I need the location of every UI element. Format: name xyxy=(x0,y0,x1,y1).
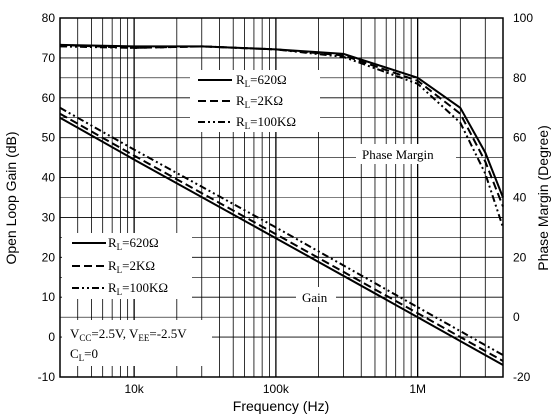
y2-tick-label-6: 100 xyxy=(513,11,533,25)
gain-legend-label-100k: RL=100KΩ xyxy=(108,280,168,297)
phase-legend-label-2k: RL=2KΩ xyxy=(236,93,283,110)
phase-legend: RL=620Ω RL=2KΩ RL=100KΩ xyxy=(190,70,320,132)
y2-tick-label-4: 60 xyxy=(513,131,527,145)
y-tick-label-3: 20 xyxy=(42,250,56,264)
gain-annotation: Gain xyxy=(302,290,328,305)
x-tick-label-2: 1M xyxy=(409,382,426,396)
y-tick-label-5: 40 xyxy=(42,171,56,185)
y2-tick-label-5: 80 xyxy=(513,71,527,85)
y2-axis-title: Phase Margin (Degree) xyxy=(535,125,551,271)
series-gain-0 xyxy=(59,116,504,366)
y-axis-title: Open Loop Gain (dB) xyxy=(3,131,19,264)
y-tick-label-7: 60 xyxy=(42,91,56,105)
conditions-supply: VCC=2.5V, VEE=-2.5V xyxy=(70,326,187,343)
x-tick-label-1: 100k xyxy=(263,382,290,396)
phase-legend-label-620: RL=620Ω xyxy=(236,72,287,89)
y2-tick-label-3: 40 xyxy=(513,191,527,205)
y2-tick-label-1: 0 xyxy=(513,310,520,324)
conditions-bg xyxy=(62,320,212,366)
gain-legend-label-2k: RL=2KΩ xyxy=(108,258,155,275)
gain-legend-label-620: RL=620Ω xyxy=(108,235,159,252)
y-tick-label-6: 50 xyxy=(42,131,56,145)
gain-label-bg xyxy=(296,287,336,307)
plot-frame xyxy=(59,17,504,378)
phase-margin-annotation: Phase Margin xyxy=(362,147,434,162)
y-tick-label-8: 70 xyxy=(42,51,56,65)
series-phase-5 xyxy=(59,45,504,228)
gain-legend: RL=620Ω RL=2KΩ RL=100KΩ xyxy=(62,233,192,299)
conditions-load-cap: CL=0 xyxy=(70,346,98,363)
conditions-box: VCC=2.5V, VEE=-2.5V CL=0 xyxy=(62,320,212,366)
x-tick-label-0: 10k xyxy=(124,382,144,396)
y2-tick-label-0: -20 xyxy=(513,370,531,384)
ticks: 10k 100k 1M -10 0 10 20 30 40 50 60 70 80 -20 0 20 40 60 8… xyxy=(38,11,534,396)
series-gain-1 xyxy=(59,112,504,362)
y-tick-label-2: 10 xyxy=(42,290,56,304)
y-tick-label-0: -10 xyxy=(38,370,56,384)
y-tick-label-1: 0 xyxy=(48,330,55,344)
x-axis-title: Frequency (Hz) xyxy=(233,398,329,414)
phase-margin-label-bg xyxy=(356,144,456,164)
y-tick-label-4: 30 xyxy=(42,210,56,224)
y-tick-label-9: 80 xyxy=(42,11,56,25)
phase-legend-label-100k: RL=100KΩ xyxy=(236,114,296,131)
series-layer xyxy=(59,43,504,366)
y2-tick-label-2: 20 xyxy=(513,250,527,264)
series-gain-2 xyxy=(59,106,504,356)
